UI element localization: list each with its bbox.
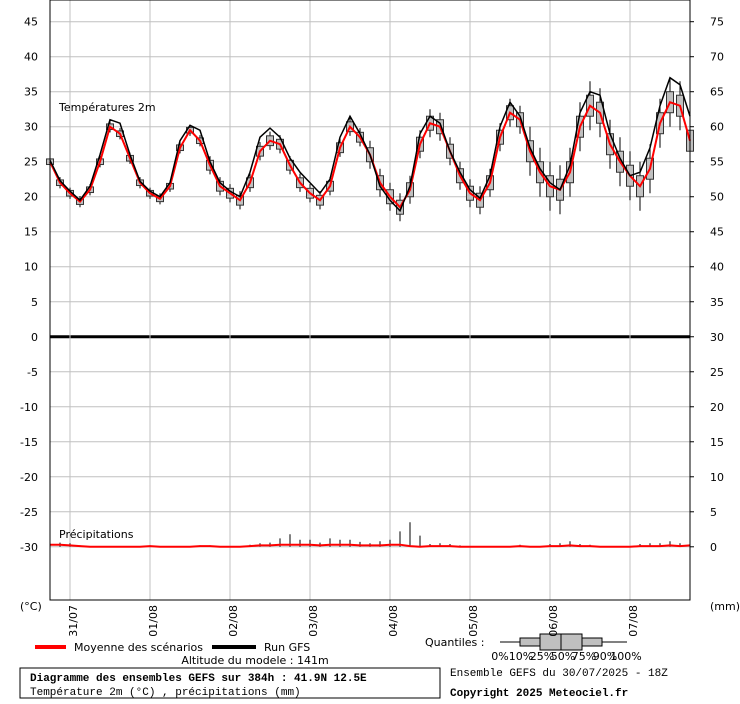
legend-label: Moyenne des scénarios [74, 641, 203, 654]
y-tick-label: -20 [20, 471, 38, 484]
title: Diagramme des ensembles GEFS sur 384h : … [30, 673, 367, 685]
precip-line [50, 543, 691, 548]
quantile-box [581, 637, 603, 647]
y2-tick-label: 55 [710, 156, 724, 169]
precipitation-label: Précipitations [59, 528, 134, 541]
y-tick-label: 5 [31, 296, 38, 309]
subtitle: Température 2m (°C) , précipitations (mm… [30, 687, 301, 699]
y2-tick-label: 40 [710, 261, 724, 274]
y2-tick-label: 10 [710, 471, 724, 484]
x-tick-label: 06/08 [547, 605, 560, 637]
quantile-label: 50% [551, 650, 575, 663]
y-tick-label: 30 [24, 121, 38, 134]
x-tick-label: 07/08 [627, 605, 640, 637]
y-tick-label: 20 [24, 191, 38, 204]
y-tick-label: 25 [24, 156, 38, 169]
quantile-box [519, 637, 541, 647]
x-tick-label: 01/08 [147, 605, 160, 637]
y-tick-label: -25 [20, 506, 38, 519]
y2-tick-label: 30 [710, 331, 724, 344]
y-tick-label: -5 [27, 366, 38, 379]
y-tick-label: 35 [24, 86, 38, 99]
grid [50, 0, 690, 600]
y-tick-label: 40 [24, 51, 38, 64]
y2-tick-label: 65 [710, 86, 724, 99]
quantile-label: 0% [491, 650, 508, 663]
y2-tick-label: 35 [710, 296, 724, 309]
y2-tick-label: 0 [710, 541, 717, 554]
run-info: Ensemble GEFS du 30/07/2025 - 18Z [450, 668, 668, 680]
y-tick-label: -10 [20, 401, 38, 414]
y2-tick-label: 20 [710, 401, 724, 414]
y2-tick-label: 45 [710, 226, 724, 239]
y-axis-label: (°C) [20, 600, 42, 613]
quantile-label: 25% [530, 650, 554, 663]
x-tick-label: 03/08 [307, 605, 320, 637]
quantile-labels: 0% 10%25%50%75%90%100% [491, 650, 641, 663]
x-tick-label: 04/08 [387, 605, 400, 637]
y-tick-label: 0 [31, 331, 38, 344]
y2-tick-label: 15 [710, 436, 724, 449]
x-tick-label: 02/08 [227, 605, 240, 637]
y2-axis-label: (mm) [710, 600, 740, 613]
temperature-label: Températures 2m [58, 101, 156, 114]
y-tick-label: 45 [24, 16, 38, 29]
altitude: Altitude du modele : 141m [181, 654, 328, 667]
quantile-label: 10% [509, 650, 533, 663]
y-tick-label: -15 [20, 436, 38, 449]
y-tick-label: 10 [24, 261, 38, 274]
y-tick-label: 15 [24, 226, 38, 239]
series-line [49, 76, 691, 213]
marks [46, 76, 694, 548]
y2-tick-label: 75 [710, 16, 724, 29]
copyright: Copyright 2025 Meteociel.fr [450, 688, 628, 700]
quantile-label: 100% [610, 650, 641, 663]
y2-tick-label: 25 [710, 366, 724, 379]
y2-tick-label: 70 [710, 51, 724, 64]
quantile-label: 75% [572, 650, 596, 663]
quantiles-title: Quantiles : [425, 636, 484, 649]
y2-tick-label: 60 [710, 121, 724, 134]
legend-label: Run GFS [264, 641, 310, 654]
y-tick-label: -30 [20, 541, 38, 554]
y2-tick-label: 50 [710, 191, 724, 204]
plot-frame [49, 0, 691, 601]
quantile-label: 90% [593, 650, 617, 663]
y2-tick-label: 5 [710, 506, 717, 519]
info-box [19, 667, 441, 699]
quantile-legend [500, 633, 627, 651]
x-tick-label: 31/07 [67, 605, 80, 637]
x-tick-label: 05/08 [467, 605, 480, 637]
